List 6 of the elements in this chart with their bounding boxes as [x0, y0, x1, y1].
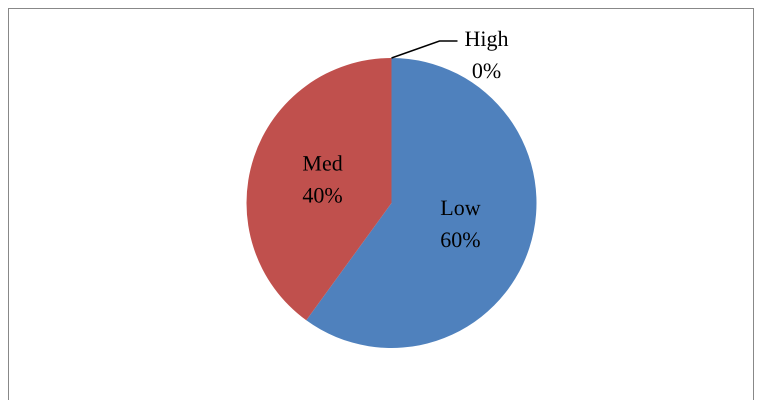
legend-label: High	[464, 26, 508, 51]
data-label: 60%	[440, 227, 481, 252]
text: 0%	[472, 58, 502, 83]
slice-label: Med	[302, 150, 343, 176]
slice-label: Low	[440, 195, 481, 220]
data-label: 40%	[302, 182, 343, 208]
